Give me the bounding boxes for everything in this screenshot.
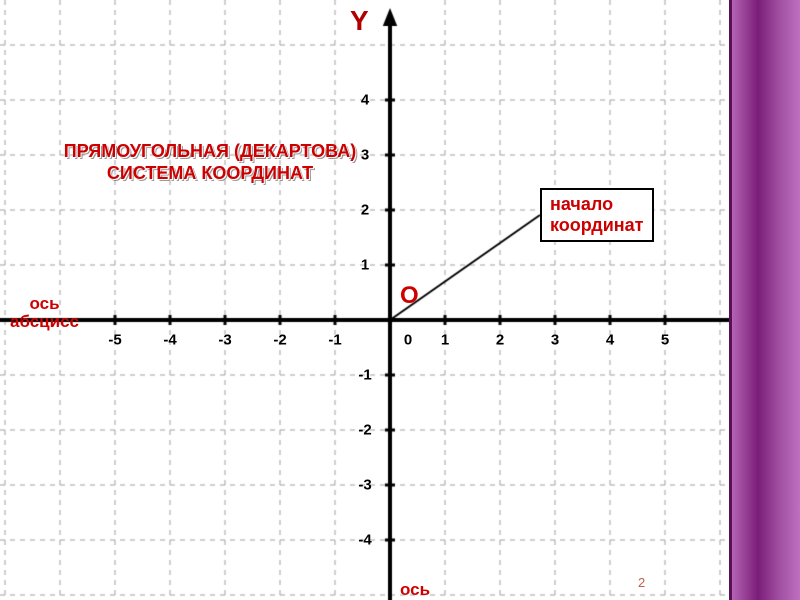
page-number: 2 bbox=[638, 575, 645, 590]
y-tick-label: 1 bbox=[361, 257, 369, 274]
zero-label: 0 bbox=[404, 332, 412, 349]
y-tick-label: -3 bbox=[358, 477, 371, 494]
x-tick-label: 5 bbox=[661, 332, 669, 349]
x-tick-label: 3 bbox=[551, 332, 559, 349]
x-tick-label: -2 bbox=[273, 332, 286, 349]
y-tick-label: -2 bbox=[358, 422, 371, 439]
decorative-side-strip bbox=[730, 0, 800, 600]
x-tick-label: -5 bbox=[108, 332, 121, 349]
x-tick-label: -1 bbox=[328, 332, 341, 349]
y-tick-label: 4 bbox=[361, 92, 369, 109]
x-tick-label: 1 bbox=[441, 332, 449, 349]
y-tick-label: 2 bbox=[361, 202, 369, 219]
origin-callout: начало координат bbox=[540, 188, 654, 242]
y-tick-label: -4 bbox=[358, 532, 371, 549]
x-tick-label: -4 bbox=[163, 332, 176, 349]
y-tick-label: 3 bbox=[361, 147, 369, 164]
y-tick-label: -1 bbox=[358, 367, 371, 384]
coordinate-chart bbox=[0, 0, 800, 600]
x-tick-label: 2 bbox=[496, 332, 504, 349]
x-tick-label: -3 bbox=[218, 332, 231, 349]
x-tick-label: 4 bbox=[606, 332, 614, 349]
